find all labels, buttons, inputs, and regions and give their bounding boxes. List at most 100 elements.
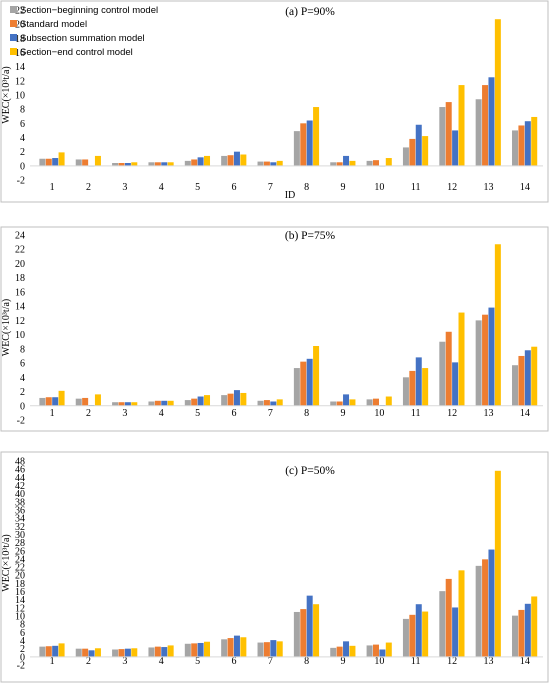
- bar-2-4-13: [494, 244, 501, 406]
- y-tick-label: 6: [20, 119, 25, 130]
- x-tick-label: 12: [447, 182, 457, 193]
- bar-1-2-6: [227, 155, 234, 166]
- y-tick-label: 8: [20, 344, 25, 355]
- bar-1-3-14: [524, 121, 531, 166]
- x-tick-label: 14: [520, 656, 530, 667]
- bar-2-1-3: [112, 402, 119, 406]
- x-tick-label: 7: [268, 408, 273, 419]
- bar-2-4-3: [131, 402, 138, 406]
- x-tick-label: 2: [86, 182, 91, 193]
- bar-1-2-13: [482, 85, 489, 166]
- bar-3-2-14: [518, 609, 525, 657]
- bar-2-2-7: [263, 400, 270, 406]
- chart-title: (a) P=90%: [285, 6, 335, 18]
- bar-3-2-10: [372, 644, 379, 657]
- bar-2-1-13: [475, 320, 482, 406]
- y-tick-label: 16: [15, 287, 25, 298]
- y-tick-label: 18: [15, 273, 25, 284]
- bar-3-4-3: [131, 648, 138, 657]
- bar-3-3-12: [452, 607, 459, 657]
- bar-3-1-2: [75, 648, 82, 657]
- bar-2-3-1: [52, 397, 59, 406]
- y-tick-label: 14: [15, 302, 25, 313]
- x-tick-label: 8: [304, 656, 309, 667]
- y-tick-label: 16: [15, 587, 25, 598]
- bar-1-3-6: [233, 151, 240, 166]
- y-tick-label: -2: [17, 661, 25, 672]
- legend-label-3: Subsection summation model: [20, 33, 145, 44]
- bar-3-4-8: [313, 604, 320, 657]
- y-tick-label: 20: [15, 20, 25, 31]
- bar-1-4-3: [131, 162, 138, 166]
- bar-3-3-13: [488, 549, 495, 657]
- bar-3-2-5: [191, 643, 198, 657]
- bar-2-4-7: [276, 399, 283, 406]
- legend-label-4: Section−end control model: [20, 47, 133, 58]
- bar-1-3-5: [197, 157, 204, 166]
- y-tick-label: 12: [15, 316, 25, 327]
- y-tick-label: 34: [15, 514, 25, 525]
- y-tick-label: 36: [15, 505, 25, 516]
- bar-3-1-11: [402, 618, 409, 657]
- bar-3-1-13: [475, 565, 482, 657]
- bar-1-4-4: [167, 162, 174, 166]
- bar-2-3-4: [161, 400, 168, 406]
- x-tick-label: 3: [122, 408, 127, 419]
- legend-swatch-1: [10, 6, 17, 13]
- bar-2-2-12: [445, 331, 452, 406]
- y-tick-label: 14: [15, 62, 25, 73]
- y-tick-label: 0: [20, 652, 25, 663]
- y-tick-label: 48: [15, 457, 25, 468]
- bar-3-1-3: [112, 649, 119, 657]
- bar-2-2-13: [482, 314, 489, 406]
- y-tick-label: 18: [15, 34, 25, 45]
- bar-3-1-8: [293, 611, 300, 657]
- bar-1-4-2: [94, 155, 101, 166]
- bar-1-2-5: [191, 159, 198, 166]
- y-axis-label: WEC(×10³t/a): [1, 299, 12, 357]
- bar-3-4-2: [94, 648, 101, 657]
- y-tick-label: 4: [20, 636, 25, 647]
- x-tick-label: 4: [159, 182, 164, 193]
- bar-1-3-3: [124, 163, 131, 166]
- bar-2-3-5: [197, 396, 204, 406]
- bar-1-4-6: [240, 154, 247, 166]
- bar-2-1-7: [257, 400, 264, 406]
- y-tick-label: 30: [15, 530, 25, 541]
- bar-2-1-6: [221, 395, 228, 406]
- x-tick-label: 5: [195, 182, 200, 193]
- y-tick-label: 4: [20, 373, 25, 384]
- bar-3-2-13: [482, 559, 489, 657]
- x-tick-label: 1: [50, 182, 55, 193]
- x-tick-label: 10: [374, 408, 384, 419]
- bar-1-4-11: [422, 136, 429, 166]
- bar-2-1-10: [366, 399, 373, 406]
- bar-2-2-2: [82, 397, 89, 406]
- bar-2-1-11: [402, 377, 409, 406]
- bar-3-2-1: [45, 646, 52, 657]
- x-tick-label: 6: [231, 408, 236, 419]
- bar-1-1-9: [330, 162, 337, 166]
- x-tick-label: 14: [520, 408, 530, 419]
- bar-1-1-12: [439, 107, 446, 166]
- x-tick-label: 11: [411, 182, 421, 193]
- y-tick-label: 2: [20, 147, 25, 158]
- bar-3-3-8: [306, 595, 313, 657]
- bar-1-1-1: [39, 158, 46, 166]
- bar-3-3-9: [343, 641, 350, 657]
- x-tick-label: 14: [520, 182, 530, 193]
- y-tick-label: 6: [20, 628, 25, 639]
- bar-1-3-11: [415, 124, 422, 166]
- bar-1-3-7: [270, 162, 277, 166]
- bar-2-4-4: [167, 400, 174, 406]
- y-tick-label: 12: [15, 603, 25, 614]
- bar-3-4-1: [58, 643, 65, 657]
- bar-2-4-9: [349, 399, 356, 406]
- bar-2-3-6: [233, 390, 240, 406]
- y-tick-label: 12: [15, 76, 25, 87]
- bar-2-2-11: [409, 370, 416, 406]
